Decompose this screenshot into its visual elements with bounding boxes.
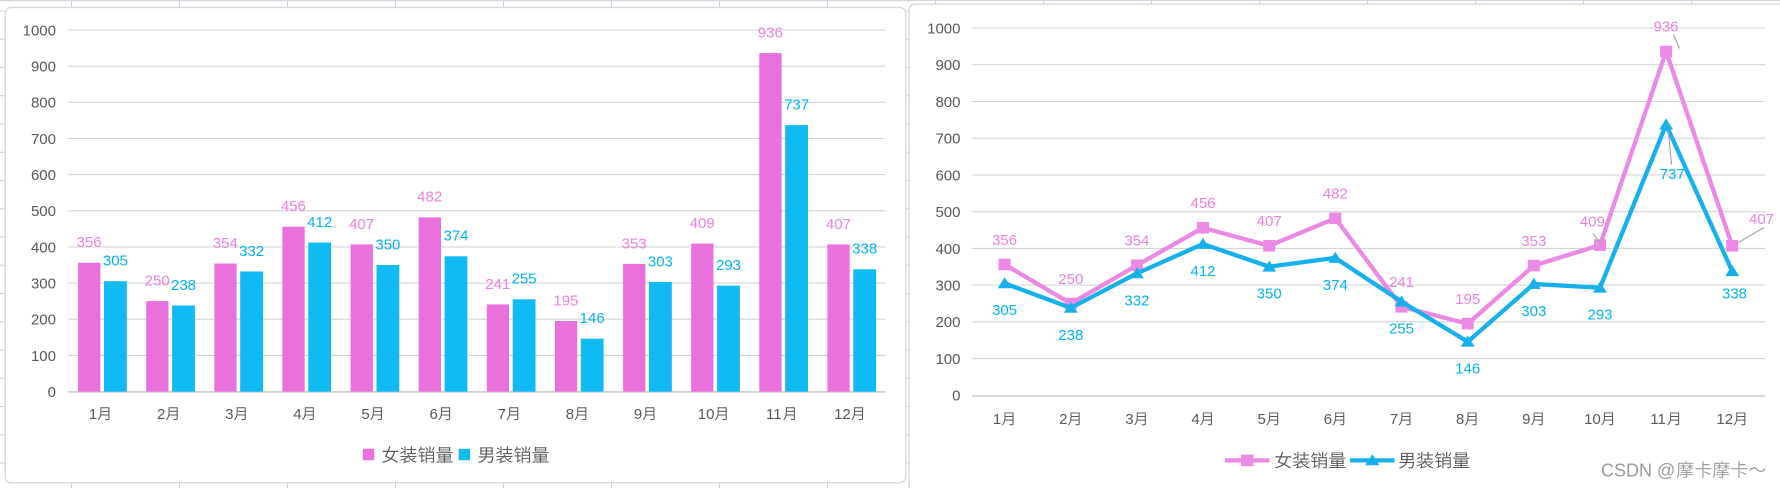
svg-text:200: 200 [31,312,56,329]
svg-text:12: 12 [1716,411,1733,428]
svg-text:2: 2 [157,406,165,423]
svg-text:332: 332 [239,243,264,260]
svg-text:482: 482 [1323,186,1348,203]
svg-text:456: 456 [1190,195,1215,212]
svg-text:332: 332 [1124,292,1149,309]
svg-text:936: 936 [1653,18,1678,35]
svg-text:CSDN @: CSDN @ [1601,461,1675,481]
svg-text:338: 338 [1722,285,1747,302]
svg-text:293: 293 [716,257,741,274]
svg-text:12: 12 [834,406,851,423]
svg-text:1000: 1000 [23,22,56,39]
svg-text:350: 350 [375,236,400,253]
svg-text:10: 10 [698,406,715,423]
svg-text:195: 195 [1455,291,1480,308]
svg-text:800: 800 [935,94,960,111]
svg-text:400: 400 [935,241,960,258]
svg-text:900: 900 [31,59,56,76]
svg-text:305: 305 [992,302,1017,319]
svg-text:255: 255 [1389,321,1414,338]
svg-text:353: 353 [622,235,647,252]
svg-text:11: 11 [1650,411,1666,428]
svg-text:600: 600 [31,167,56,184]
svg-text:0: 0 [48,384,56,401]
svg-text:8: 8 [566,406,574,423]
svg-text:303: 303 [1521,303,1546,320]
svg-text:195: 195 [553,292,578,309]
svg-text:354: 354 [1124,233,1149,250]
svg-text:250: 250 [1058,271,1083,288]
svg-text:100: 100 [31,348,56,365]
svg-text:600: 600 [935,167,960,184]
svg-text:300: 300 [935,278,960,295]
svg-text:8: 8 [1456,411,1464,428]
svg-text:737: 737 [784,97,809,114]
svg-text:407: 407 [349,216,374,233]
svg-text:338: 338 [852,241,877,258]
svg-text:1: 1 [89,406,97,423]
svg-text:255: 255 [512,271,537,288]
svg-text:407: 407 [1749,211,1774,228]
svg-text:1: 1 [993,411,1001,428]
svg-text:5: 5 [361,406,369,423]
svg-text:700: 700 [935,131,960,148]
svg-text:800: 800 [31,95,56,112]
svg-text:241: 241 [485,276,510,293]
svg-text:356: 356 [992,232,1017,249]
svg-text:7: 7 [498,406,506,423]
svg-text:303: 303 [648,253,673,270]
svg-text:10: 10 [1584,411,1601,428]
svg-text:250: 250 [145,273,170,290]
svg-text:238: 238 [1058,327,1083,344]
svg-text:354: 354 [213,235,238,252]
svg-text:409: 409 [1580,213,1605,230]
svg-text:456: 456 [281,198,306,215]
svg-text:1000: 1000 [927,20,960,37]
svg-text:500: 500 [935,204,960,221]
svg-text:11: 11 [766,406,782,423]
svg-text:146: 146 [580,310,605,327]
svg-text:100: 100 [935,351,960,368]
svg-text:412: 412 [1190,263,1215,280]
svg-text:353: 353 [1521,233,1546,250]
svg-text:293: 293 [1587,307,1612,324]
svg-text:482: 482 [417,189,442,206]
svg-text:900: 900 [935,57,960,74]
svg-text:146: 146 [1455,361,1480,378]
svg-text:9: 9 [1522,411,1530,428]
svg-text:700: 700 [31,131,56,148]
svg-text:412: 412 [307,214,332,231]
svg-text:3: 3 [225,406,233,423]
svg-text:9: 9 [634,406,642,423]
svg-text:737: 737 [1660,166,1685,183]
svg-text:500: 500 [31,203,56,220]
svg-text:936: 936 [758,25,783,42]
svg-text:409: 409 [690,215,715,232]
svg-text:305: 305 [103,253,128,270]
svg-text:200: 200 [935,314,960,331]
svg-text:407: 407 [1257,213,1282,230]
svg-text:374: 374 [443,228,468,245]
svg-text:6: 6 [1324,411,1332,428]
svg-text:7: 7 [1390,411,1398,428]
svg-text:4: 4 [1191,411,1199,428]
svg-text:238: 238 [171,277,196,294]
svg-text:2: 2 [1059,411,1067,428]
svg-text:300: 300 [31,275,56,292]
svg-text:241: 241 [1389,274,1414,291]
svg-text:356: 356 [77,234,102,251]
svg-text:350: 350 [1257,286,1282,303]
svg-text:407: 407 [826,216,851,233]
svg-text:5: 5 [1258,411,1266,428]
svg-text:374: 374 [1323,277,1348,294]
svg-text:400: 400 [31,239,56,256]
svg-text:3: 3 [1125,411,1133,428]
svg-text:0: 0 [952,388,960,405]
svg-text:4: 4 [293,406,301,423]
svg-text:6: 6 [430,406,438,423]
